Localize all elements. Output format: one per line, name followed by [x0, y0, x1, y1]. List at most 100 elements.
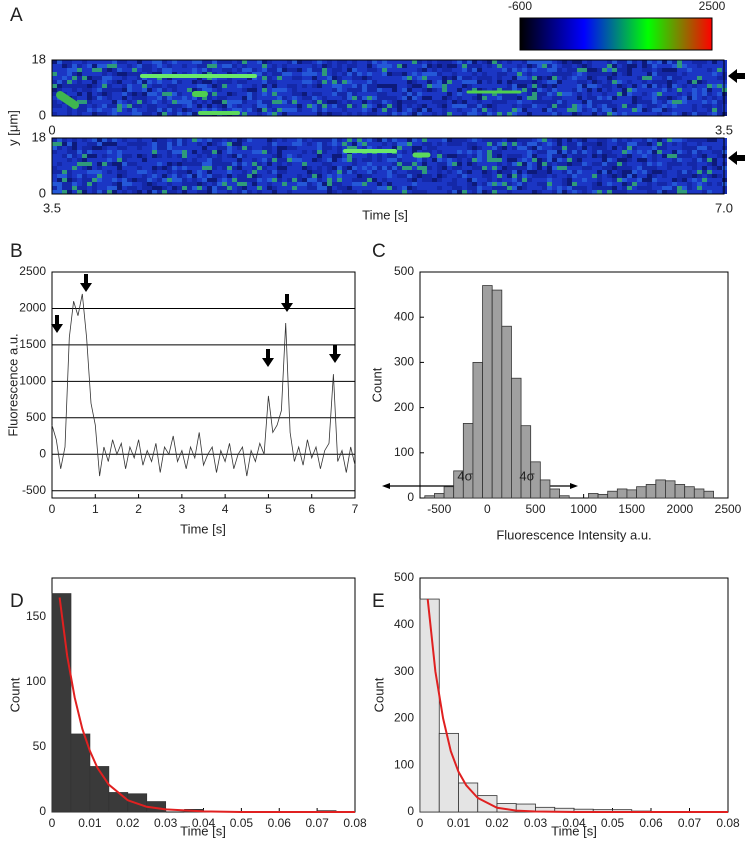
kymograph-pixel — [67, 72, 72, 76]
kymograph-pixel — [247, 178, 252, 182]
kymograph-pixel — [402, 108, 407, 112]
kymograph-pixel — [197, 154, 202, 158]
kymograph-pixel — [137, 166, 142, 170]
kymograph-pixel — [302, 96, 307, 100]
kymograph-pixel — [172, 170, 177, 174]
kymograph-pixel — [327, 60, 332, 64]
kymograph-pixel — [127, 142, 132, 146]
kymograph-pixel — [472, 60, 477, 64]
kymograph-pixel — [677, 60, 682, 64]
kymograph-pixel — [452, 72, 457, 76]
kymograph-pixel — [472, 154, 477, 158]
kymograph-pixel — [62, 138, 67, 142]
kymograph-pixel — [192, 108, 197, 112]
kymograph-pixel — [287, 92, 292, 96]
kymograph-pixel — [277, 146, 282, 150]
kymograph-pixel — [367, 158, 372, 162]
kymograph-pixel — [162, 108, 167, 112]
kymograph-pixel — [312, 96, 317, 100]
kymograph-pixel — [87, 104, 92, 108]
kymograph-pixel — [427, 182, 432, 186]
kymograph-pixel — [92, 138, 97, 142]
kymograph-pixel — [197, 84, 202, 88]
kymograph-pixel — [132, 64, 137, 68]
kymograph-pixel — [397, 60, 402, 64]
kymograph-pixel — [467, 190, 472, 194]
kymograph-pixel — [442, 186, 447, 190]
kymograph-pixel — [477, 170, 482, 174]
kymograph-pixel — [472, 80, 477, 84]
kymograph-pixel — [362, 104, 367, 108]
kymograph-pixel — [542, 170, 547, 174]
kymograph-pixel — [617, 80, 622, 84]
bar — [108, 792, 129, 813]
kymograph-pixel — [682, 170, 687, 174]
kymograph-pixel — [682, 88, 687, 92]
kymograph-pixel — [202, 170, 207, 174]
kymograph-pixel — [247, 88, 252, 92]
kymograph-pixel — [192, 100, 197, 104]
kymograph-pixel — [557, 186, 562, 190]
kymograph-pixel — [122, 142, 127, 146]
kymograph-pixel — [197, 186, 202, 190]
kymograph-pixel — [587, 84, 592, 88]
kymograph-pixel — [207, 182, 212, 186]
kymograph-pixel — [97, 112, 102, 116]
y-tick-label: 0 — [407, 804, 414, 818]
kymograph-pixel — [97, 108, 102, 112]
kymograph-pixel — [197, 150, 202, 154]
kymograph-pixel — [207, 154, 212, 158]
kymograph-pixel — [597, 72, 602, 76]
kymograph-pixel — [502, 190, 507, 194]
kymograph-pixel — [82, 72, 87, 76]
kymograph-pixel — [412, 166, 417, 170]
kymograph-pixel — [492, 64, 497, 68]
kymograph-pixel — [512, 112, 517, 116]
kymograph-pixel — [397, 158, 402, 162]
kymograph-pixel — [672, 138, 677, 142]
kymograph-pixel — [127, 112, 132, 116]
kymograph-pixel — [127, 146, 132, 150]
kymograph-pixel — [432, 92, 437, 96]
kymograph-pixel — [372, 104, 377, 108]
kymograph-pixel — [172, 150, 177, 154]
kymograph-pixel — [717, 108, 722, 112]
kymograph-pixel — [142, 104, 147, 108]
kymograph-pixel — [97, 88, 102, 92]
kymograph-pixel — [597, 150, 602, 154]
kymograph-pixel — [437, 68, 442, 72]
kymograph-pixel — [327, 72, 332, 76]
kymograph-pixel — [437, 96, 442, 100]
kymograph-pixel — [182, 174, 187, 178]
kymograph-pixel — [637, 96, 642, 100]
kymograph-pixel — [112, 104, 117, 108]
kymograph-pixel — [412, 174, 417, 178]
kymograph-pixel — [247, 150, 252, 154]
plot-frame — [419, 577, 729, 813]
kymograph-pixel — [547, 190, 552, 194]
kymograph-pixel — [477, 104, 482, 108]
kymograph-pixel — [457, 68, 462, 72]
kymograph-pixel — [327, 178, 332, 182]
kymograph-pixel — [562, 76, 567, 80]
kymograph-pixel — [187, 100, 192, 104]
kymograph-pixel — [662, 138, 667, 142]
kymograph-pixel — [547, 182, 552, 186]
kymograph-pixel — [617, 72, 622, 76]
kymograph-pixel — [587, 150, 592, 154]
kymograph-pixel — [197, 142, 202, 146]
kymograph-pixel — [597, 68, 602, 72]
kymograph-pixel — [177, 182, 182, 186]
kymograph-pixel — [242, 142, 247, 146]
kymograph-pixel — [337, 154, 342, 158]
kymograph-pixel — [182, 92, 187, 96]
kymograph-pixel — [717, 166, 722, 170]
kymograph-pixel — [687, 154, 692, 158]
kymograph-pixel — [407, 60, 412, 64]
kymograph-pixel — [302, 80, 307, 84]
kymograph-pixel — [407, 108, 412, 112]
kymograph-pixel — [512, 104, 517, 108]
kymograph-pixel — [642, 80, 647, 84]
kymograph-pixel — [707, 170, 712, 174]
kymograph-pixel — [357, 64, 362, 68]
